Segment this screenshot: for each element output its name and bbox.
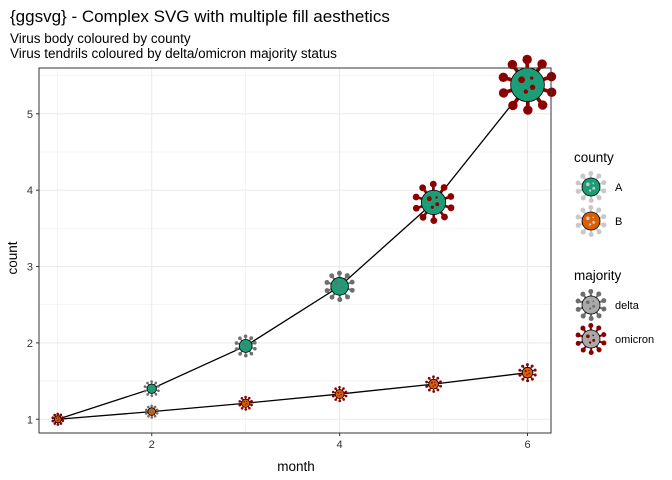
legend-key-omicron bbox=[575, 322, 607, 356]
axes: 2 4 6 1 2 3 4 5 bbox=[27, 109, 531, 451]
legend-title: county bbox=[574, 150, 614, 165]
x-tick-label: 2 bbox=[149, 439, 155, 451]
data-point-county-B bbox=[331, 385, 348, 403]
data-point-county-B bbox=[51, 412, 65, 426]
grid-lines bbox=[39, 68, 551, 433]
legend-label: B bbox=[615, 216, 622, 228]
legend-label: A bbox=[615, 182, 623, 194]
legend-key-B bbox=[575, 204, 607, 238]
series-line-county-A bbox=[57, 84, 529, 420]
data-point-county-A bbox=[324, 270, 355, 303]
y-tick-label: 3 bbox=[27, 262, 33, 274]
panel-border bbox=[38, 67, 552, 434]
x-tick-label: 4 bbox=[337, 439, 343, 451]
legend-key-A bbox=[575, 170, 607, 204]
legend-key-delta bbox=[575, 288, 607, 322]
series-line-county-B bbox=[57, 372, 528, 420]
legend-label: omicron bbox=[615, 334, 654, 346]
y-tick-label: 1 bbox=[27, 414, 33, 426]
data-point-county-A bbox=[412, 180, 455, 225]
data-point-county-B bbox=[144, 404, 159, 419]
y-axis-title: count bbox=[5, 241, 20, 274]
legend-county: county A B bbox=[574, 150, 623, 238]
chart-title: {ggsvg} - Complex SVG with multiple fill… bbox=[10, 7, 390, 26]
y-tick-label: 2 bbox=[27, 338, 33, 350]
series-lines bbox=[57, 84, 529, 420]
chart-subtitle-line-2: Virus tendrils coloured by delta/omicron… bbox=[10, 46, 337, 61]
legend-label: delta bbox=[615, 300, 640, 312]
y-tick-label: 5 bbox=[27, 109, 33, 121]
data-point-county-B bbox=[518, 363, 537, 383]
data-point-county-A bbox=[498, 54, 557, 115]
data-point-county-B bbox=[238, 395, 253, 411]
x-axis-title: month bbox=[277, 459, 315, 474]
plot-panel bbox=[38, 54, 557, 434]
data-points bbox=[51, 54, 557, 426]
legend-title: majority bbox=[574, 268, 622, 283]
data-point-county-A bbox=[234, 334, 257, 358]
x-tick-label: 6 bbox=[524, 439, 530, 451]
chart-subtitle-line-1: Virus body coloured by county bbox=[10, 31, 191, 46]
data-point-county-B bbox=[425, 375, 442, 393]
data-point-county-A bbox=[143, 380, 160, 398]
legend-majority: majority delta omicron bbox=[574, 268, 654, 356]
y-tick-label: 4 bbox=[27, 185, 33, 197]
